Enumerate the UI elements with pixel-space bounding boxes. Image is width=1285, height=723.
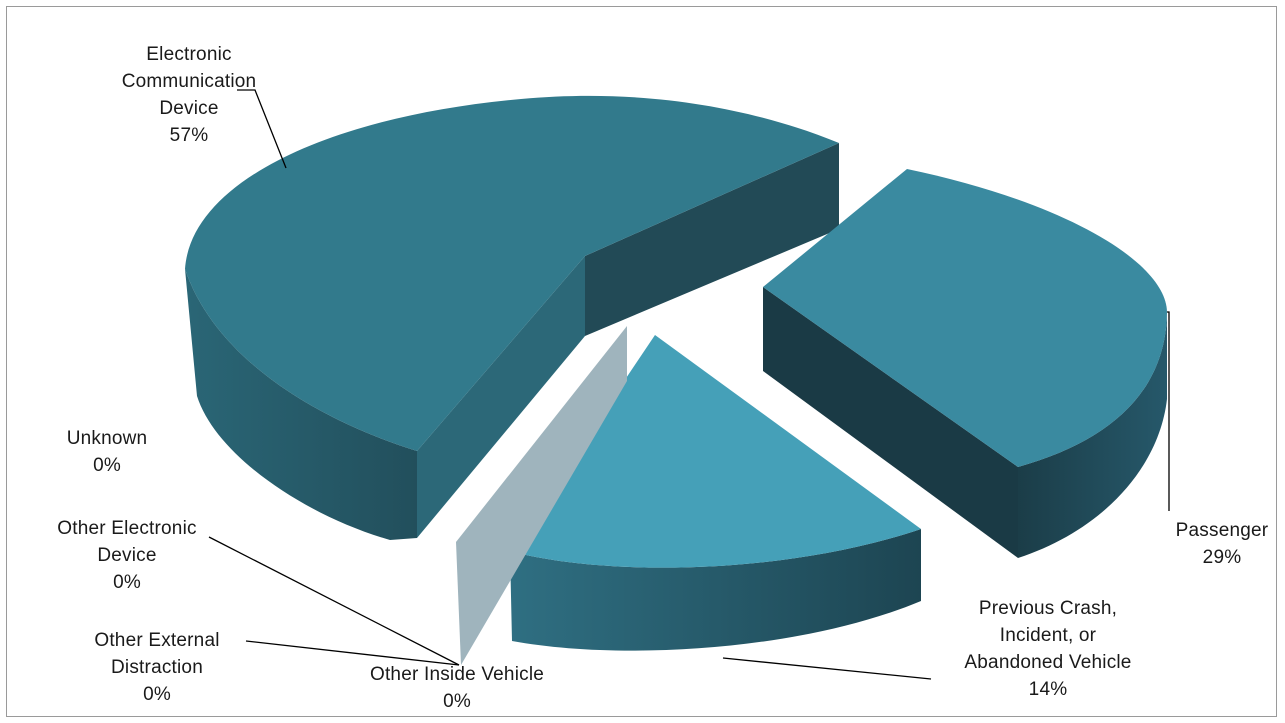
passenger-cut-face [763, 287, 1018, 558]
label-electronic-communication-device: Electronic Communication Device 57% [121, 44, 257, 146]
slice-previous-crash [510, 335, 921, 568]
label-previous-crash: Previous Crash, Incident, or Abandoned V… [964, 598, 1132, 700]
ecd-inner-face [417, 256, 585, 538]
ecd-cut-face [585, 143, 839, 336]
slice-passenger [763, 169, 1167, 467]
chart-frame: Electronic Communication Device 57% Pass… [6, 6, 1277, 717]
slice-other-inside-vehicle [456, 326, 627, 665]
ecd-side [185, 269, 417, 540]
label-passenger: Passenger 29% [1175, 520, 1269, 568]
label-other-inside-vehicle: Other Inside Vehicle 0% [369, 664, 545, 712]
leader-other-external-distraction [245, 640, 460, 666]
leader-other-electronic-device [208, 536, 460, 666]
pie-chart [185, 89, 1170, 680]
leader-electronic-communication-device [237, 89, 287, 169]
passenger-side [1018, 312, 1167, 558]
label-other-external-distraction: Other External Distraction 0% [94, 630, 220, 705]
leader-passenger [1167, 311, 1170, 511]
label-other-electronic-device: Other Electronic Device 0% [57, 518, 197, 593]
label-unknown: Unknown 0% [66, 428, 148, 476]
slice-electronic-communication-device [185, 95, 839, 451]
leader-previous-crash [722, 657, 932, 680]
previous-crash-side [510, 529, 921, 651]
